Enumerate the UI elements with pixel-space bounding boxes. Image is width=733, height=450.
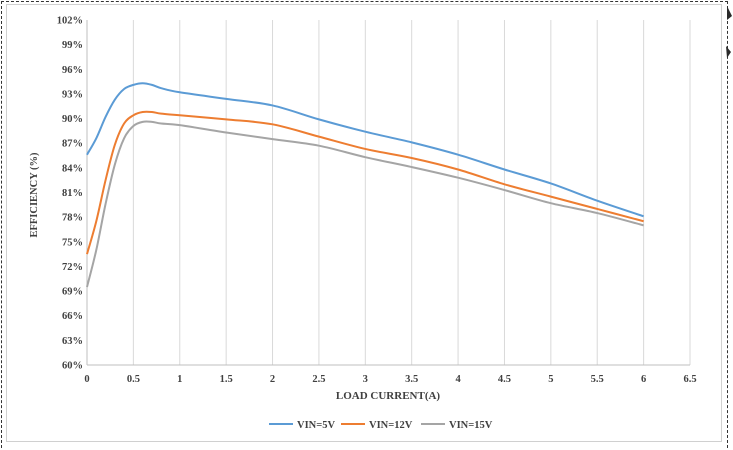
x-tick-label: 4.5 [498, 374, 511, 385]
series-line-vin-12v [86, 110, 644, 255]
x-tick-label: 6.5 [683, 374, 696, 385]
grid-lines [132, 20, 691, 365]
y-tick-label: 66% [62, 311, 83, 322]
legend-label: VIN=12V [369, 420, 413, 431]
series-line-vin-15v [86, 120, 644, 288]
x-tick-label: 2.5 [312, 374, 325, 385]
y-tick-label: 60% [62, 361, 83, 372]
series-line-vin-5v [86, 82, 644, 218]
y-tick-label: 87% [62, 139, 83, 150]
y-tick-label: 75% [62, 237, 83, 248]
x-tick-label: 6 [641, 374, 646, 385]
x-tick-label: 5.5 [591, 374, 604, 385]
x-tick-label: 3 [363, 374, 368, 385]
y-tick-label: 102% [57, 16, 83, 27]
x-tick-label: 0 [84, 374, 89, 385]
x-tick-label: 4 [455, 374, 461, 385]
y-tick-label: 84% [62, 163, 83, 174]
y-tick-label: 81% [62, 188, 83, 199]
legend: VIN=5V VIN=12V VIN=15V [269, 420, 493, 431]
y-axis-label: EFFICIENCY (%) [29, 152, 40, 238]
x-tick-label: 2 [270, 374, 275, 385]
x-axis-label: LOAD CURRENT(A) [336, 390, 441, 402]
y-tick-label: 93% [62, 89, 83, 100]
legend-label: VIN=5V [297, 420, 335, 431]
y-tick-label: 69% [62, 287, 83, 298]
x-tick-labels: 0 0.5 1 1.5 2 2.5 3 3.5 4 4.5 5 5.5 6 6.5 [84, 374, 696, 385]
x-tick-label: 0.5 [127, 374, 140, 385]
y-tick-labels: 60% 63% 66% 69% 72% 75% 78% 81% 84% 87% 90% 93% 96% 9… [57, 16, 83, 372]
x-tick-label: 3.5 [405, 374, 418, 385]
series-lines [86, 82, 644, 288]
y-tick-label: 72% [62, 262, 83, 273]
efficiency-chart: 60% 63% 66% 69% 72% 75% 78% 81% 84% 87% 90% 93% 96% 9… [29, 16, 697, 432]
y-tick-label: 78% [62, 213, 83, 224]
y-tick-label: 99% [62, 40, 83, 51]
y-tick-label: 90% [62, 114, 83, 125]
y-tick-label: 96% [62, 65, 83, 76]
y-tick-label: 63% [62, 336, 83, 347]
x-tick-label: 1.5 [220, 374, 233, 385]
x-tick-label: 1 [177, 374, 182, 385]
x-tick-label: 5 [548, 374, 553, 385]
legend-label: VIN=15V [449, 420, 493, 431]
axes [86, 20, 690, 366]
chart-container: 60% 63% 66% 69% 72% 75% 78% 81% 84% 87% 90% 93% 96% 9… [6, 4, 722, 442]
corner-mark [726, 6, 732, 58]
